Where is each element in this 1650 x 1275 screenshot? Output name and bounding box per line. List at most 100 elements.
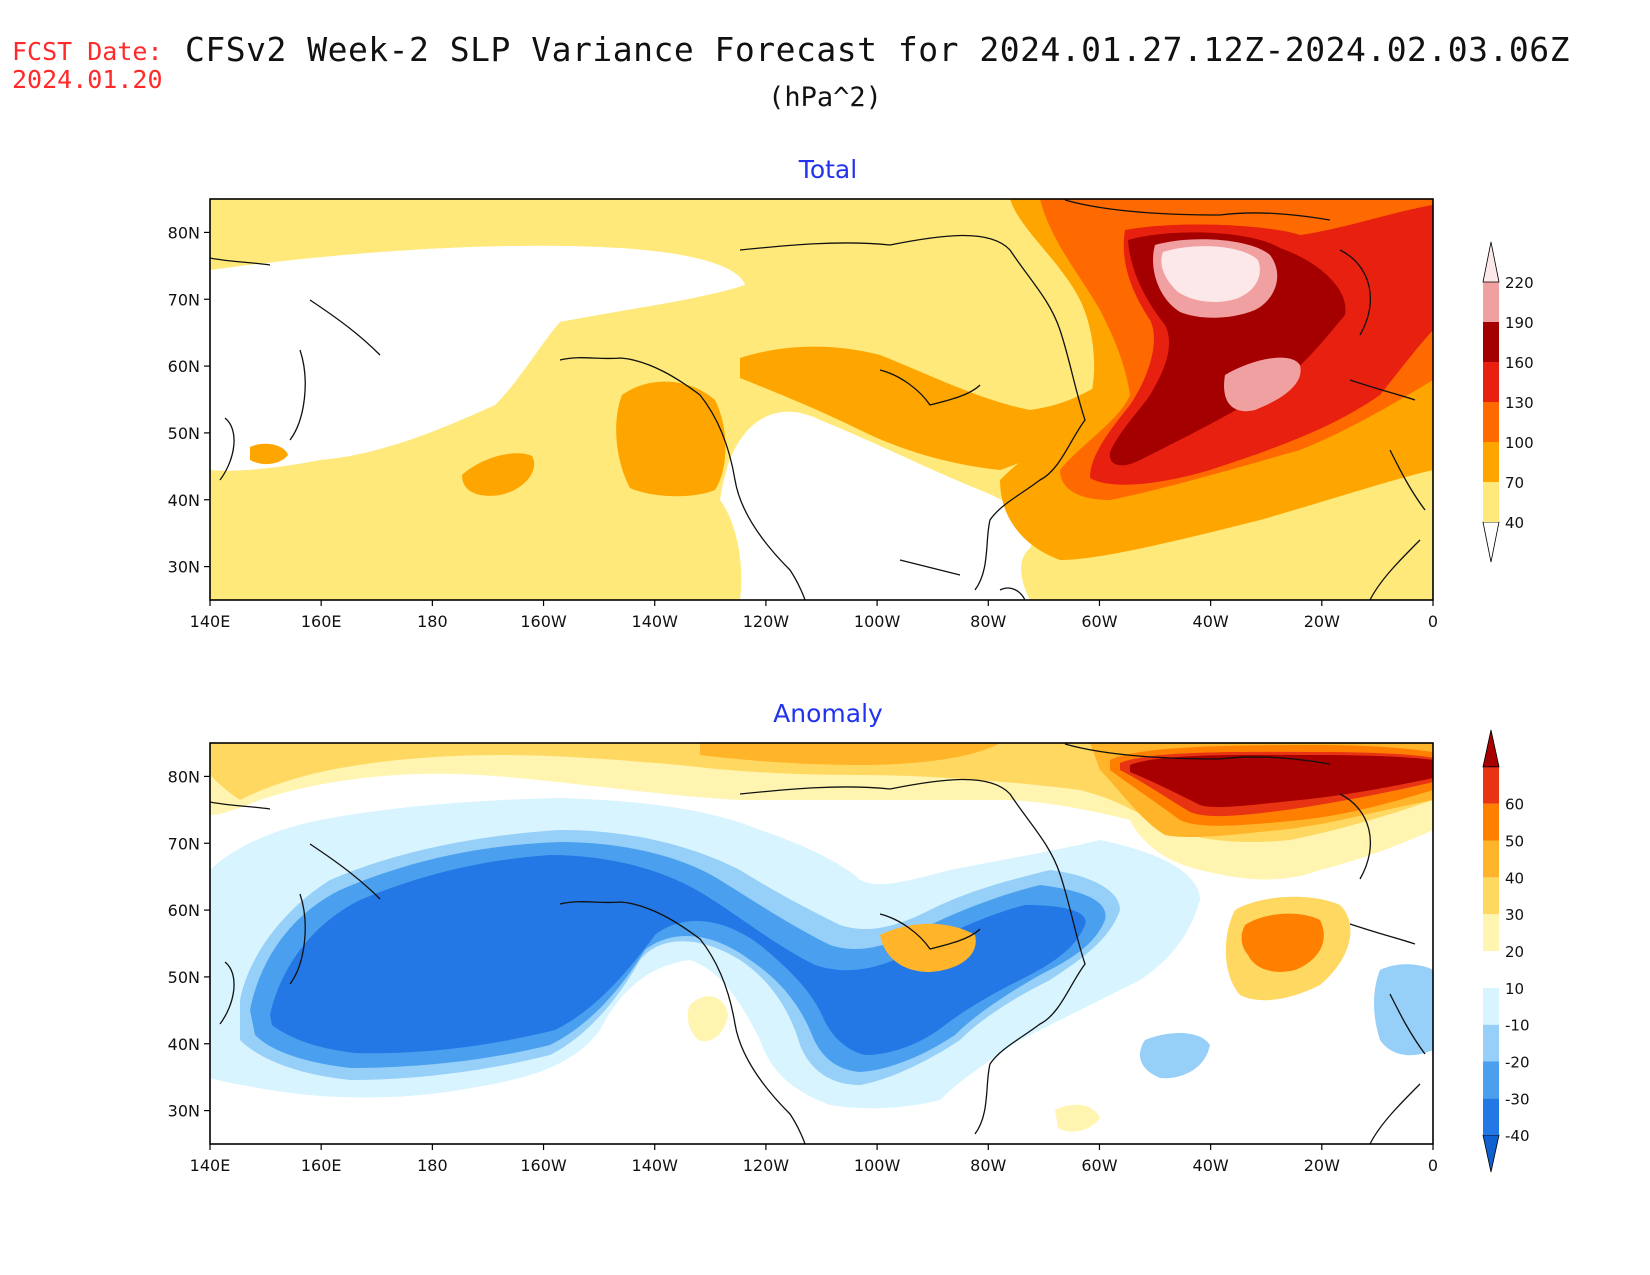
total-low-asia	[210, 409, 251, 450]
total-lat-label: 40N	[168, 491, 200, 510]
forecast-date-block: FCST Date: 2024.01.20	[12, 38, 163, 94]
anomaly-lat-label: 70N	[168, 834, 200, 853]
anomaly-lat-label: 40N	[168, 1035, 200, 1054]
total-colorbar-cap	[1482, 241, 1500, 283]
anomaly-lon-label: 20W	[1304, 1156, 1340, 1175]
total-lat-label: 70N	[168, 290, 200, 309]
total-axes: 140E 160E 180 160W 140W 120W 100W 80W 60W 40W 20W 0…	[168, 223, 1438, 631]
anomaly-colorbar-swatch	[1483, 951, 1499, 988]
anomaly-lon-label: 140W	[632, 1156, 679, 1175]
anomaly-colorbar-swatch	[1483, 1098, 1499, 1136]
total-lat-label: 80N	[168, 223, 200, 242]
anomaly-neg-band-40	[270, 855, 1086, 1055]
total-lat-label: 30N	[168, 558, 200, 577]
anomaly-lon-label: 180	[417, 1156, 448, 1175]
anomaly-lon-label: 60W	[1081, 1156, 1117, 1175]
anomaly-lon-label: 140E	[190, 1156, 231, 1175]
total-lon-label: 160W	[520, 612, 567, 631]
anomaly-colorbar-swatch	[1483, 803, 1499, 841]
total-colorbar-cap	[1482, 521, 1500, 563]
total-orange-japan	[250, 443, 288, 465]
total-colorbar-label: 130	[1505, 394, 1534, 412]
total-orange-pacific	[462, 453, 535, 496]
total-field	[210, 199, 1433, 600]
anomaly-lat-label: 80N	[168, 767, 200, 786]
forecast-date-label: FCST Date:	[12, 37, 163, 66]
total-pink-atlantic	[1224, 357, 1301, 412]
total-lat-label: 50N	[168, 424, 200, 443]
total-colorbar-swatch	[1483, 282, 1499, 322]
anomaly-colorbar-label: 60	[1505, 796, 1524, 814]
anomaly-pos-pacific	[687, 996, 728, 1042]
total-lon-label: 40W	[1193, 612, 1229, 631]
total-colorbar-swatch	[1483, 402, 1499, 442]
total-colorbar-swatch	[1483, 322, 1499, 362]
anomaly-lon-label: 120W	[743, 1156, 790, 1175]
anomaly-colorbar-swatch	[1483, 1061, 1499, 1099]
total-colorbar-swatch	[1483, 442, 1499, 482]
total-max-greenland	[1161, 246, 1260, 303]
anomaly-lat-label: 60N	[168, 901, 200, 920]
total-coastlines	[210, 199, 1426, 600]
panel-title-anomaly: Anomaly	[773, 699, 883, 728]
anomaly-frame	[209, 742, 1434, 1145]
anomaly-lon-label: 40W	[1193, 1156, 1229, 1175]
anomaly-neg-atlantic	[1140, 1033, 1210, 1079]
total-colorbar-swatch	[1483, 362, 1499, 402]
anomaly-lat-label: 30N	[168, 1102, 200, 1121]
anomaly-field	[210, 743, 1433, 1144]
total-orange-gulf	[616, 381, 726, 497]
anomaly-colorbar-swatch	[1483, 1024, 1499, 1062]
anomaly-lon-label: 100W	[854, 1156, 901, 1175]
anomaly-colorbar: -40 -30 -20 -10 10 20 30 40 50 60	[1482, 729, 1530, 1173]
anomaly-neg-iberia	[1374, 964, 1433, 1056]
anomaly-colorbar-label: -20	[1505, 1054, 1530, 1072]
anomaly-lon-label: 0	[1428, 1156, 1438, 1175]
forecast-date-value: 2024.01.20	[12, 65, 163, 94]
total-colorbar-label: 220	[1505, 274, 1534, 292]
anomaly-lat-label: 50N	[168, 968, 200, 987]
total-lon-label: 80W	[970, 612, 1006, 631]
anomaly-colorbar-label: 20	[1505, 943, 1524, 961]
anomaly-colorbar-swatch	[1483, 766, 1499, 804]
total-lon-label: 120W	[743, 612, 790, 631]
total-colorbar-label: 190	[1505, 314, 1534, 332]
anomaly-lon-label: 80W	[970, 1156, 1006, 1175]
anomaly-colorbar-label: 10	[1505, 980, 1524, 998]
anomaly-pos-band-60	[1130, 754, 1433, 808]
anomaly-lon-label: 160E	[301, 1156, 342, 1175]
anomaly-pos-hudson	[880, 923, 976, 972]
total-colorbar-label: 160	[1505, 354, 1534, 372]
total-lon-label: 160E	[301, 612, 342, 631]
anomaly-colorbar-swatch	[1483, 877, 1499, 915]
total-frame	[209, 198, 1434, 601]
total-lon-label: 100W	[854, 612, 901, 631]
anomaly-colorbar-swatch	[1483, 840, 1499, 878]
total-lon-label: 0	[1428, 612, 1438, 631]
total-lon-label: 140E	[190, 612, 231, 631]
total-low-us	[720, 411, 1034, 600]
anomaly-coastlines	[210, 743, 1426, 1144]
anomaly-axes: 140E 160E 180 160W 140W 120W 100W 80W 60W 40W 20W 0…	[168, 767, 1438, 1175]
total-orange-canada	[740, 346, 1110, 470]
total-colorbar-swatch	[1483, 482, 1499, 522]
anomaly-pos-subtropic	[1055, 1104, 1100, 1132]
anomaly-colorbar-label: 50	[1505, 833, 1524, 851]
panel-title-total: Total	[798, 155, 857, 184]
total-colorbar-label: 40	[1505, 514, 1524, 532]
anomaly-colorbar-cap	[1482, 729, 1500, 768]
anomaly-pos-midatlantic-core	[1241, 913, 1324, 972]
total-lon-label: 140W	[632, 612, 679, 631]
total-low-pacific	[210, 245, 745, 471]
anomaly-colorbar-label: -40	[1505, 1127, 1530, 1145]
anomaly-colorbar-swatch	[1483, 914, 1499, 951]
anomaly-colorbar-swatch	[1483, 987, 1499, 1025]
total-lat-label: 60N	[168, 357, 200, 376]
anomaly-lon-label: 160W	[520, 1156, 567, 1175]
total-colorbar-label: 70	[1505, 474, 1524, 492]
anomaly-colorbar-label: 40	[1505, 869, 1524, 887]
total-lon-label: 60W	[1081, 612, 1117, 631]
total-colorbar: 40 70 100 130 160 190 220	[1482, 241, 1534, 563]
anomaly-colorbar-cap	[1482, 1134, 1500, 1173]
